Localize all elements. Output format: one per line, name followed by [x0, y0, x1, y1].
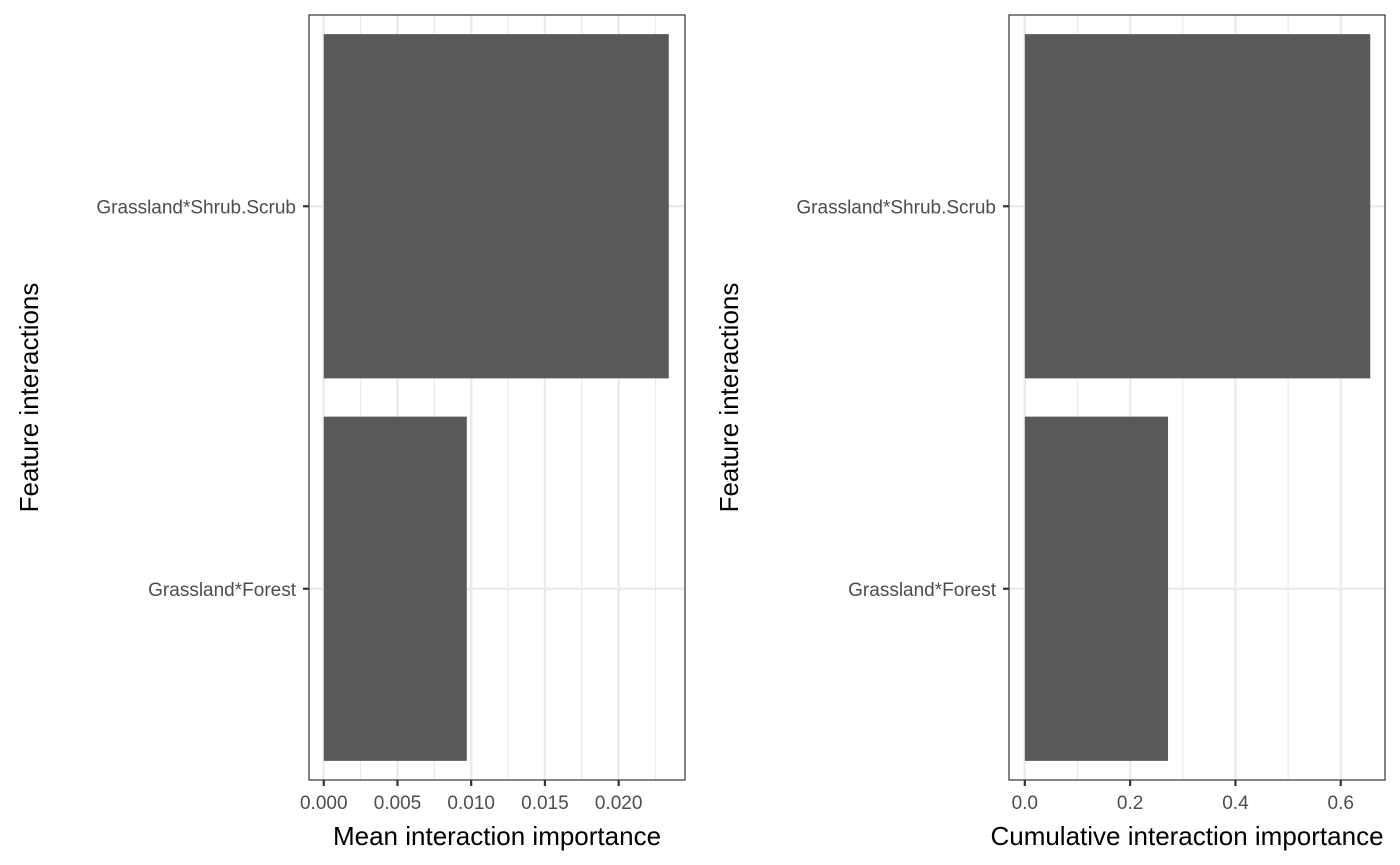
bar-2	[323, 416, 467, 761]
x-axis-title: Mean interaction importance	[333, 821, 661, 851]
x-tick-label: 0.0	[1012, 793, 1038, 814]
x-tick-label: 0.010	[447, 793, 495, 814]
panel-border	[1008, 14, 1386, 781]
y-axis-title: Feature interactions	[14, 283, 44, 513]
panel-border	[308, 14, 686, 781]
y-tick-label: Grassland*Shrub.Scrub	[796, 197, 996, 218]
y-axis-title: Feature interactions	[714, 283, 744, 513]
bar-2	[1024, 416, 1169, 761]
y-tick-label: Grassland*Shrub.Scrub	[96, 197, 296, 218]
x-tick-label: 0.005	[374, 793, 422, 814]
x-axis-title: Cumulative interaction importance	[990, 821, 1383, 851]
y-tick-label: Grassland*Forest	[148, 580, 297, 601]
x-tick-label: 0.4	[1222, 793, 1249, 814]
x-tick-label: 0.2	[1117, 793, 1143, 814]
chart-panel-1: Grassland*Shrub.Scrub Grassland*Forest 0.0…	[14, 14, 686, 851]
x-tick-label: 0.000	[300, 793, 348, 814]
bar-1	[323, 34, 669, 379]
bar-1	[1024, 34, 1371, 379]
y-tick-label: Grassland*Forest	[848, 580, 997, 601]
x-tick-label: 0.020	[595, 793, 643, 814]
chart-panel-2: Grassland*Shrub.Scrub Grassland*Forest 0.0…	[714, 14, 1386, 851]
x-tick-label: 0.015	[521, 793, 569, 814]
x-tick-label: 0.6	[1328, 793, 1354, 814]
